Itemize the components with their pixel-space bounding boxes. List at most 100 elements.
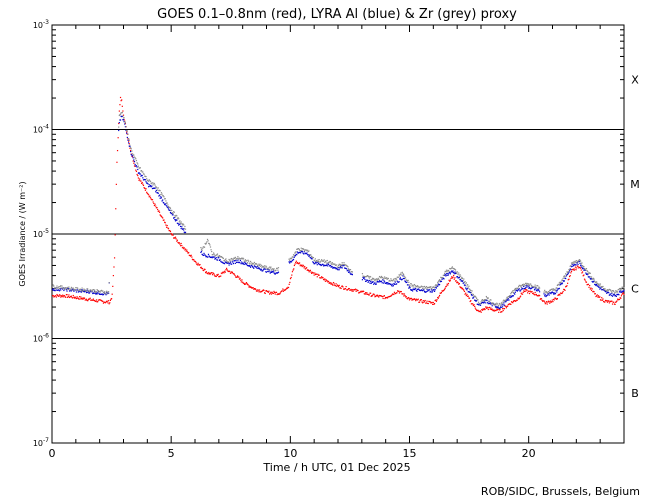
data-point	[236, 261, 238, 263]
data-point	[232, 262, 235, 265]
data-point	[376, 281, 378, 283]
x-tick-label: 5	[168, 447, 175, 460]
data-point	[599, 285, 601, 287]
data-point	[416, 286, 418, 288]
data-point	[487, 297, 489, 299]
data-point	[83, 288, 85, 290]
data-point	[216, 254, 218, 256]
data-point	[616, 293, 618, 296]
data-point	[160, 196, 162, 198]
data-point	[396, 280, 398, 282]
data-point	[530, 284, 532, 287]
data-point	[574, 268, 576, 270]
data-point	[205, 272, 207, 274]
data-point	[583, 266, 585, 268]
data-point	[541, 299, 543, 301]
data-point	[395, 292, 397, 294]
data-point	[343, 262, 345, 264]
data-point	[200, 266, 202, 268]
data-point	[60, 296, 62, 298]
data-point	[87, 288, 89, 290]
data-point	[454, 280, 457, 282]
data-point	[158, 210, 160, 212]
data-point	[412, 288, 414, 290]
data-point	[237, 258, 240, 260]
data-point	[593, 280, 595, 282]
data-point	[618, 298, 621, 301]
data-point	[214, 255, 216, 257]
data-point	[312, 262, 315, 264]
data-point	[368, 277, 370, 279]
data-point	[250, 264, 252, 267]
data-point	[89, 289, 91, 291]
data-point	[385, 282, 387, 284]
data-point	[302, 248, 304, 250]
data-point	[132, 157, 134, 159]
data-point	[598, 286, 600, 288]
data-point	[421, 289, 423, 291]
data-series	[52, 96, 625, 313]
data-point	[511, 295, 513, 297]
data-point	[441, 278, 443, 280]
data-point	[563, 276, 565, 278]
data-point	[122, 114, 125, 116]
data-point	[429, 291, 431, 293]
data-point	[221, 261, 223, 263]
data-point	[537, 295, 539, 297]
data-point	[411, 285, 413, 287]
data-point	[79, 298, 81, 300]
data-point	[65, 287, 67, 289]
data-point	[561, 279, 563, 281]
data-point	[146, 182, 148, 184]
data-point	[533, 294, 536, 296]
data-point	[248, 286, 250, 288]
data-point	[170, 212, 172, 215]
data-point	[344, 264, 346, 266]
data-point	[418, 286, 420, 288]
data-point	[483, 308, 486, 310]
data-point	[209, 246, 212, 248]
data-point	[52, 295, 54, 297]
data-point	[597, 284, 600, 286]
data-point	[342, 286, 344, 288]
data-point	[463, 281, 466, 284]
data-point	[585, 269, 587, 271]
data-point	[296, 248, 299, 250]
data-point	[62, 287, 64, 289]
data-point	[292, 269, 294, 271]
data-point	[562, 277, 564, 280]
data-point	[498, 307, 500, 309]
data-point	[237, 259, 239, 261]
data-point	[173, 237, 175, 239]
data-point	[257, 289, 259, 291]
data-point	[460, 287, 462, 289]
data-point	[71, 288, 73, 290]
data-point	[388, 280, 390, 282]
data-point	[202, 254, 204, 256]
data-point	[261, 266, 263, 268]
data-point	[350, 273, 352, 275]
data-point	[558, 284, 560, 286]
data-point	[440, 276, 442, 279]
data-point	[100, 299, 102, 301]
data-point	[141, 174, 143, 177]
data-point	[525, 289, 527, 291]
data-point	[415, 298, 417, 300]
data-point	[122, 115, 124, 117]
data-point	[485, 299, 487, 301]
data-point	[530, 291, 532, 293]
data-point	[351, 274, 353, 276]
data-point	[173, 237, 175, 239]
data-point	[171, 209, 173, 212]
data-point	[115, 183, 117, 185]
data-point	[445, 275, 447, 277]
data-point	[467, 295, 469, 297]
data-point	[109, 299, 111, 301]
data-point	[165, 226, 168, 228]
data-point	[92, 298, 94, 300]
data-point	[610, 293, 612, 295]
data-point	[294, 255, 296, 257]
data-point	[306, 252, 308, 254]
data-point	[339, 263, 341, 266]
data-point	[342, 264, 344, 266]
